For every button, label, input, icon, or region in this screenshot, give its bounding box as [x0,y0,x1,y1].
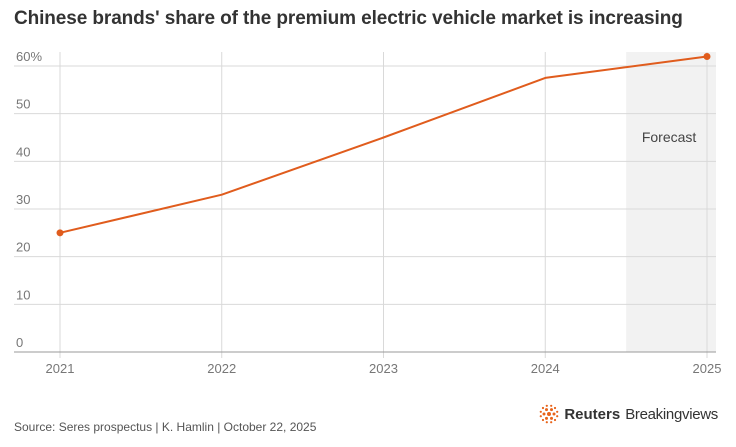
logo-dot [550,408,554,412]
logo-dot [550,416,554,420]
logo-dot [556,410,559,413]
y-tick-label: 20 [16,240,30,255]
logo-dot [540,410,543,413]
line-chart: Forecast 0 10 20 30 40 50 60% 2021 2022 2023 2024 20… [14,49,722,376]
logo-dot [552,412,556,416]
y-tick-label: 50 [16,97,30,112]
reuters-dots-icon [540,404,559,424]
logo-dot [540,415,543,418]
x-tick-label: 2022 [207,361,236,376]
logo-dot [556,415,559,418]
logo-dot [554,418,557,422]
logo-dot [542,418,545,422]
data-point [56,229,64,237]
data-point [703,52,711,60]
logo-dot [546,404,549,407]
logo-dot [545,416,549,420]
logo-dot [542,412,546,416]
logo-dot [550,421,553,424]
x-tick-label: 2025 [693,361,722,376]
chart-title: Chinese brands' share of the premium ele… [14,8,683,29]
x-tick-label: 2023 [369,361,398,376]
forecast-region [626,52,716,352]
y-tick-label: 60% [16,49,42,64]
logo-dot [550,404,553,407]
forecast-label: Forecast [642,129,697,145]
series-line [59,55,708,234]
y-tick-label: 40 [16,144,30,159]
reuters-breakingviews-logo: Reuters Breakingviews [539,404,718,424]
logo-dot [546,421,549,424]
logo-name-bold: Reuters [564,405,621,423]
y-tick-label: 30 [16,192,30,207]
x-tick-label: 2021 [46,361,75,376]
source-note: Source: Seres prospectus | K. Hamlin | O… [14,420,317,434]
x-tick-label: 2024 [531,361,560,376]
logo-dot [547,412,552,416]
logo-name-regular: Breakingviews [625,405,718,423]
y-tick-label: 10 [16,287,30,302]
logo-dot [542,406,545,410]
y-tick-label: 0 [16,335,23,350]
logo-dot [554,406,557,410]
logo-dot [545,408,549,412]
